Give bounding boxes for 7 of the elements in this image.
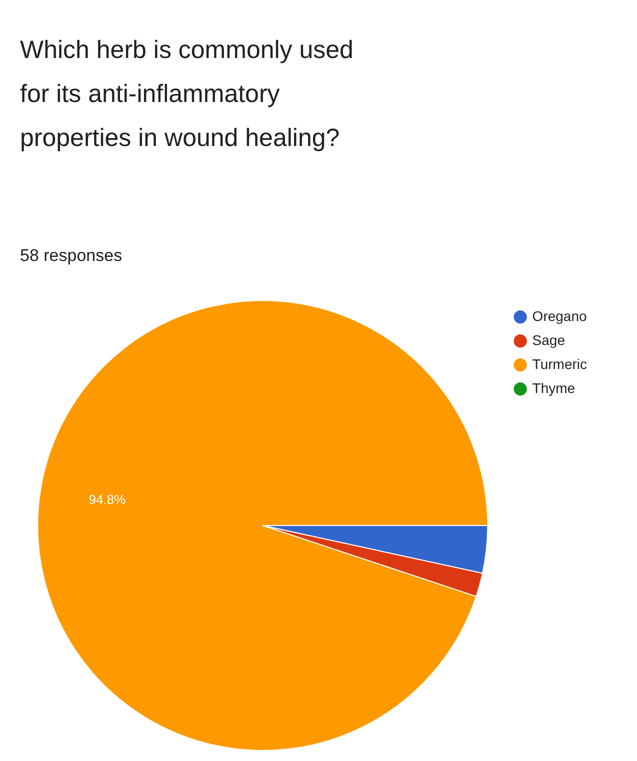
data-label: 94.8% bbox=[88, 492, 126, 507]
legend-label: Sage bbox=[532, 332, 566, 348]
legend-label: Turmeric bbox=[532, 356, 587, 372]
legend-label: Oregano bbox=[532, 308, 587, 324]
legend-label: Thyme bbox=[532, 380, 576, 396]
chart-title: Which herb is commonly used for its anti-inflammatory properties in wound healing? bbox=[20, 35, 354, 154]
chart-subtitle: 58 responses bbox=[20, 246, 122, 266]
